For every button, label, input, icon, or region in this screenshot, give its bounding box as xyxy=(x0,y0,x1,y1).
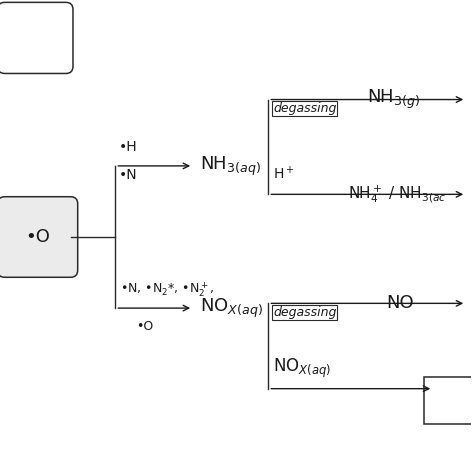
Text: •H: •H xyxy=(119,140,138,154)
FancyBboxPatch shape xyxy=(0,2,73,73)
Text: NH$_{3(g)}$: NH$_{3(g)}$ xyxy=(367,88,420,111)
Text: •O: •O xyxy=(25,228,50,246)
Text: H$^+$: H$^+$ xyxy=(273,165,295,182)
FancyBboxPatch shape xyxy=(0,197,78,277)
Text: NO: NO xyxy=(386,294,414,312)
Text: degassing: degassing xyxy=(273,102,337,115)
Text: NO$_{X(aq)}$: NO$_{X(aq)}$ xyxy=(200,297,263,319)
Text: NH$_{3(aq)}$: NH$_{3(aq)}$ xyxy=(200,155,261,177)
Text: NH$_4^+$ / NH$_{3(ac}$: NH$_4^+$ / NH$_{3(ac}$ xyxy=(348,183,447,205)
Text: degassing: degassing xyxy=(273,306,337,319)
Text: •N: •N xyxy=(119,168,138,182)
Text: NO$_{X(aq)}$: NO$_{X(aq)}$ xyxy=(273,357,331,380)
Text: •N, •N$_2$*, •N$_2^+$,: •N, •N$_2$*, •N$_2^+$, xyxy=(120,280,214,299)
FancyBboxPatch shape xyxy=(424,377,474,424)
Text: •O: •O xyxy=(137,320,154,333)
